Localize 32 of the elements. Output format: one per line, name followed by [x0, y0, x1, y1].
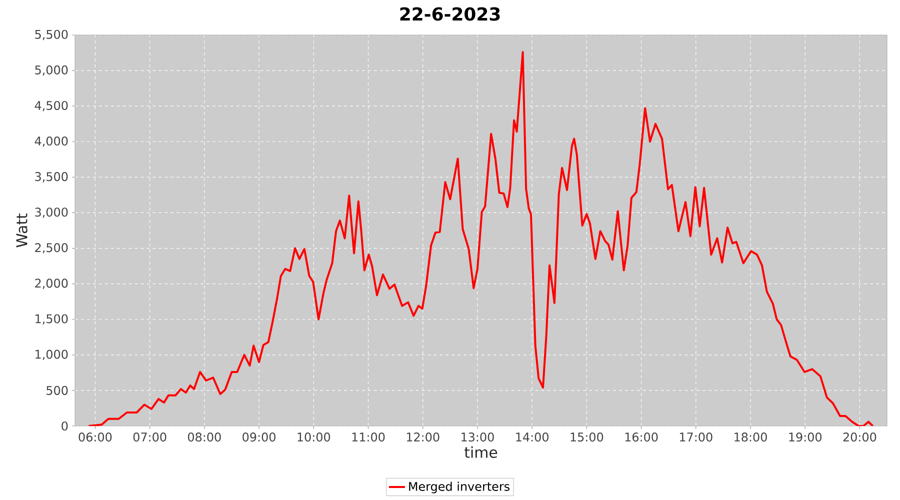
- x-tick-label: 19:00: [789, 432, 822, 442]
- x-tick-label: 15:00: [570, 432, 604, 442]
- x-tick-label: 11:00: [352, 432, 385, 442]
- y-tick-label: 2,000: [35, 278, 68, 289]
- y-tick-label: 3,500: [35, 172, 68, 182]
- y-tick-label: 1,500: [36, 314, 68, 324]
- chart-title: 22-6-2023: [400, 7, 500, 21]
- y-tick-label: 0: [62, 421, 68, 431]
- x-tick-label: 10:00: [298, 432, 330, 442]
- x-tick-label: 12:00: [406, 432, 440, 442]
- legend-label: Merged inverters: [409, 482, 510, 494]
- y-tick-label: 5,500: [35, 30, 68, 40]
- x-tick-label: 17:00: [680, 432, 712, 442]
- x-tick-label: 07:00: [133, 432, 166, 442]
- x-tick-label: 20:00: [843, 432, 876, 442]
- x-tick-label: 06:00: [78, 432, 112, 442]
- x-tick-label: 08:00: [188, 432, 221, 442]
- y-axis-title: Watt: [16, 213, 28, 248]
- y-tick-label: 500: [46, 386, 68, 395]
- y-tick-label: 1,000: [36, 350, 68, 360]
- x-tick-label: 13:00: [462, 432, 494, 442]
- x-axis-title: time: [464, 446, 498, 458]
- line-series: [88, 51, 874, 426]
- x-tick-label: 09:00: [242, 432, 276, 442]
- x-tick-label: 18:00: [734, 432, 767, 442]
- y-tick-label: 4,000: [34, 136, 68, 147]
- x-tick-label: 14:00: [516, 432, 548, 442]
- y-tick-label: 5,000: [35, 65, 68, 76]
- y-tick-label: 4,500: [34, 100, 68, 112]
- y-tick-label: 2,500: [35, 243, 68, 254]
- x-tick-label: 16:00: [625, 432, 658, 442]
- y-tick-label: 3,000: [35, 208, 68, 218]
